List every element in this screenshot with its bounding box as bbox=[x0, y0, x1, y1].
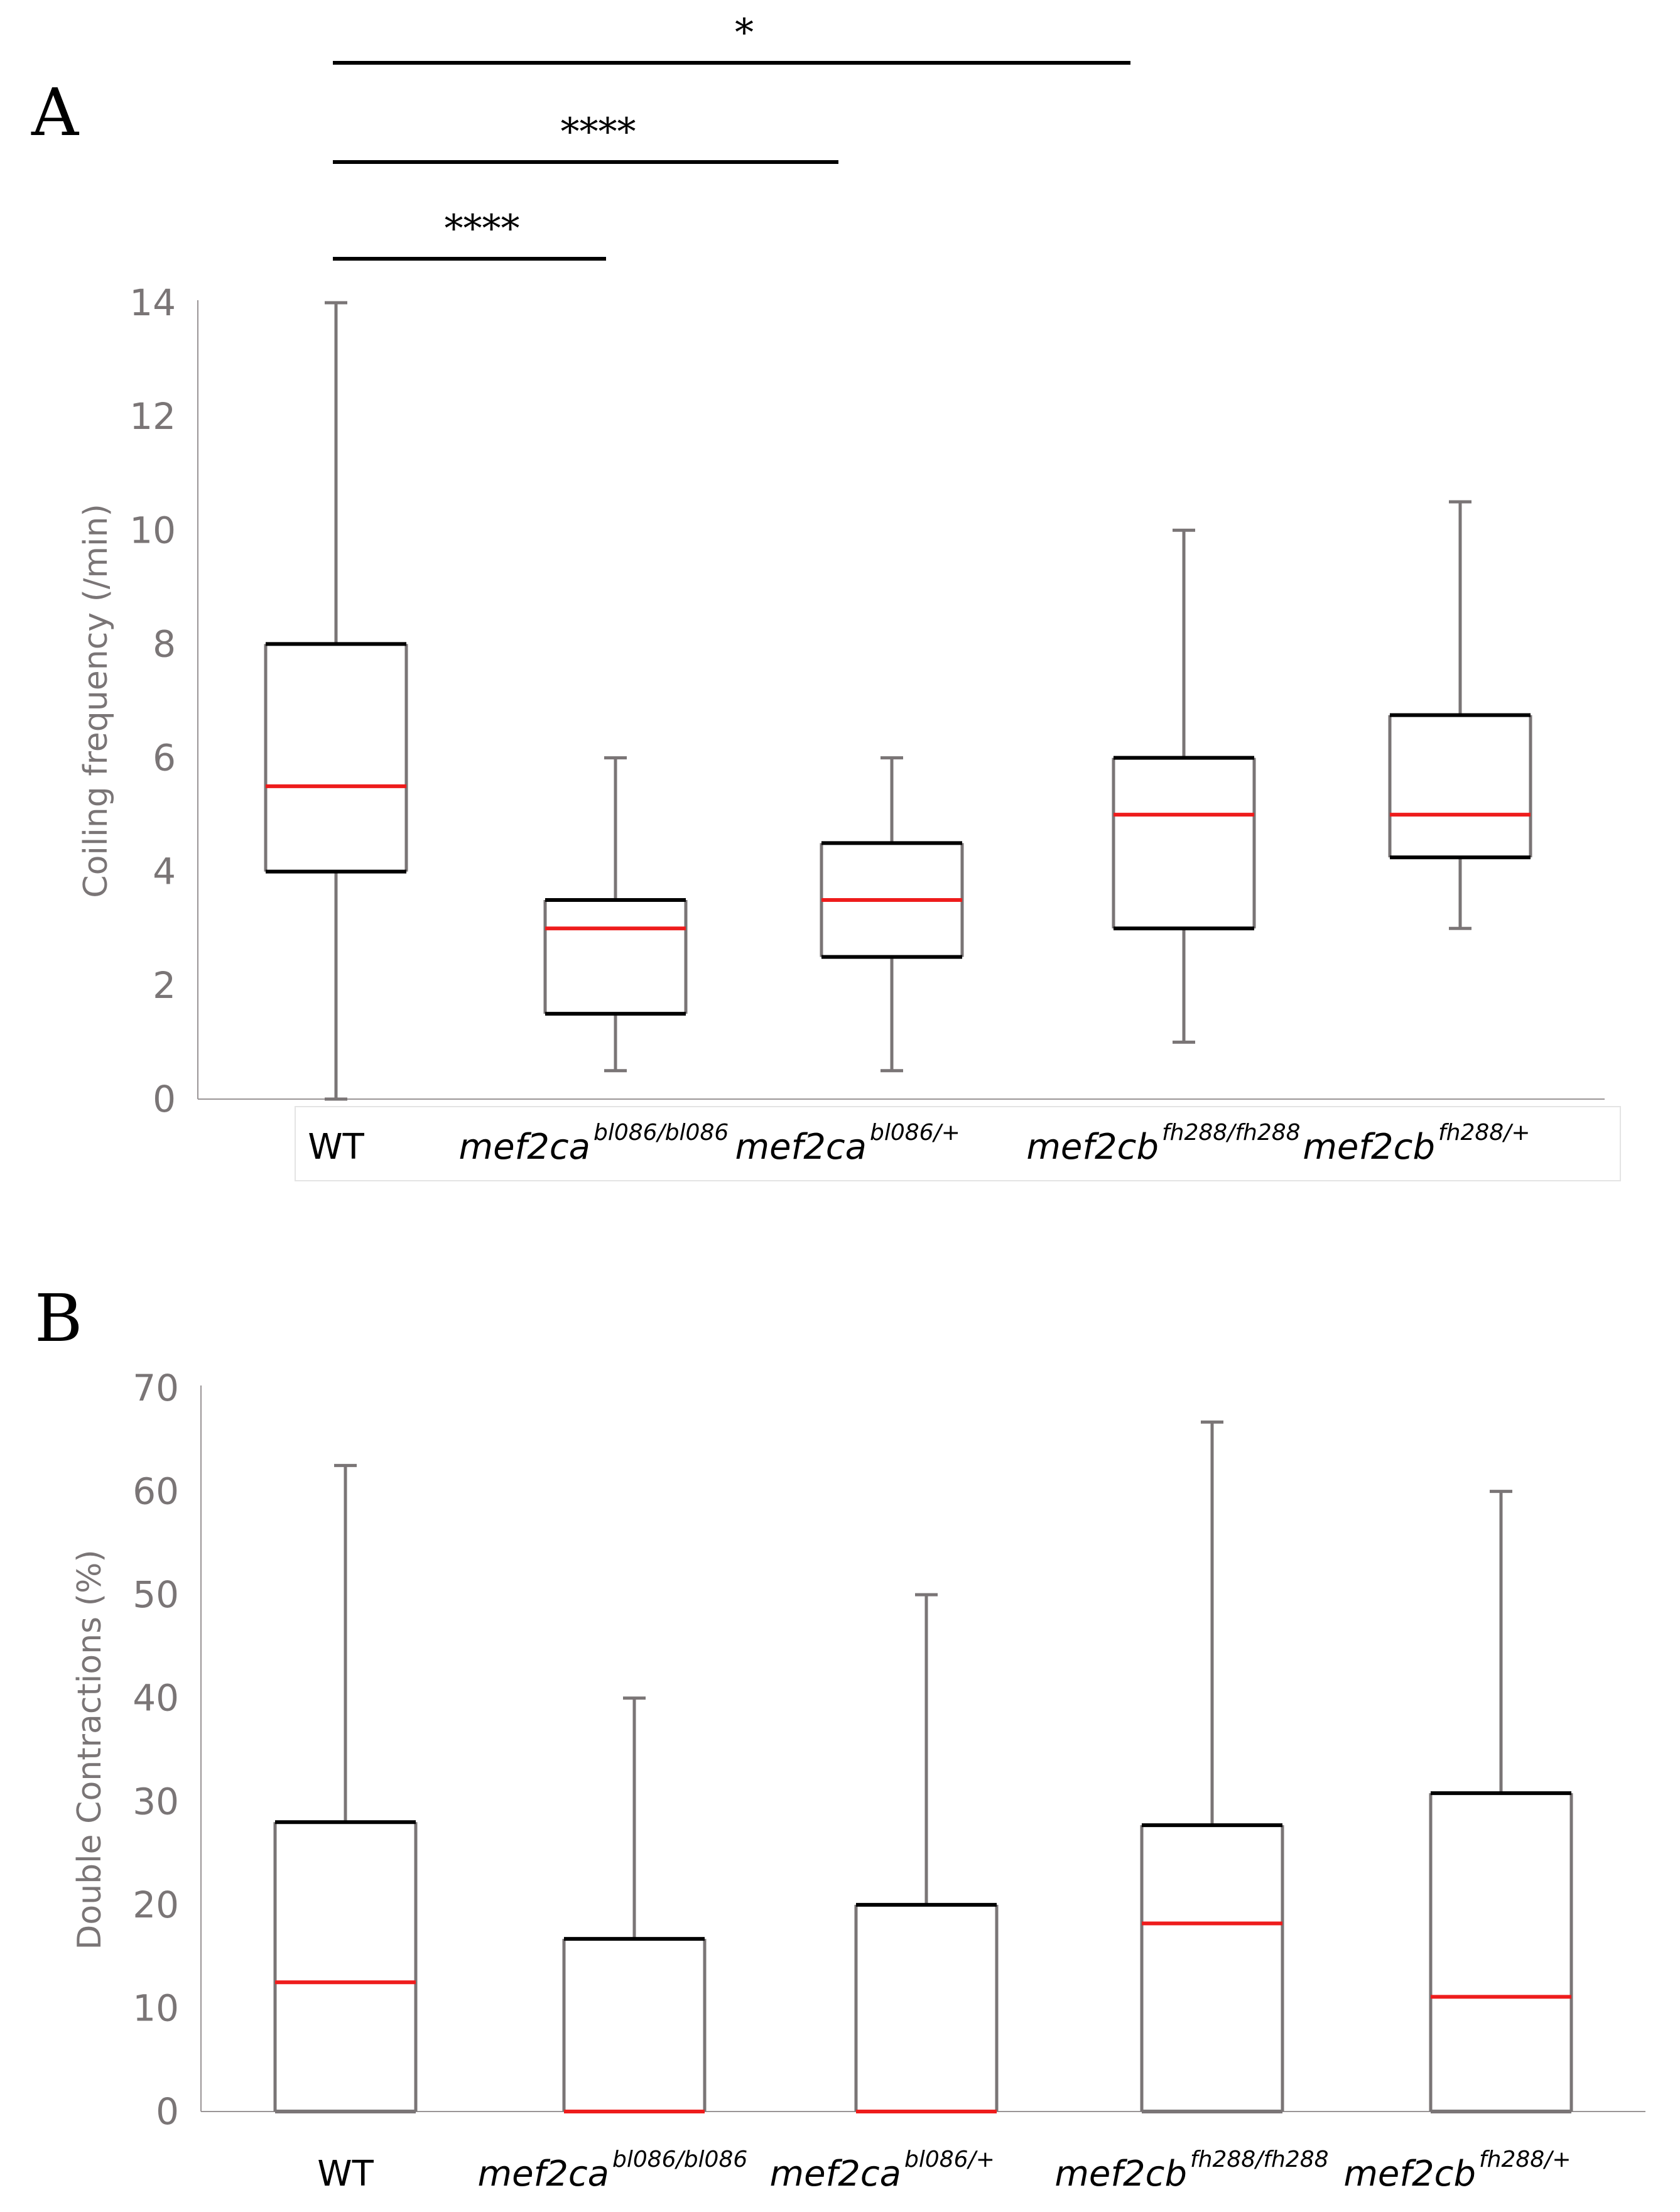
category-label: mef2cb bbox=[1343, 2154, 1476, 2194]
panel-a-letter: A bbox=[31, 74, 80, 151]
chart-panel-a: 0 2 4 6 8 10 12 14 Coiling frequency (/min) WT mef… bbox=[77, 11, 1620, 1181]
category-label: mef2ca bbox=[459, 1127, 590, 1168]
y-tick-label: 6 bbox=[153, 737, 176, 779]
category-label-superscript: fh288/fh288 bbox=[1190, 2147, 1329, 2172]
y-axis-title: Coiling frequency (/min) bbox=[77, 504, 115, 897]
y-tick-label: 70 bbox=[133, 1367, 179, 1409]
category-label: WT bbox=[308, 1127, 364, 1168]
category-label-base: mef2ca bbox=[478, 2154, 609, 2194]
chart-panel-b: 0 10 20 30 40 50 60 70 Double Contractions (%) WT… bbox=[71, 1367, 1645, 2194]
category-label: mef2cb bbox=[1303, 1127, 1435, 1168]
box-3 bbox=[1114, 530, 1254, 1042]
box-2 bbox=[856, 1595, 997, 2112]
box-1 bbox=[545, 758, 686, 1071]
y-tick-label: 8 bbox=[153, 622, 176, 665]
y-tick-label: 0 bbox=[156, 2090, 179, 2133]
box-0 bbox=[266, 303, 406, 1099]
category-label-base: mef2cb bbox=[1343, 2154, 1476, 2194]
figure: A B 0 2 4 6 8 10 12 14 Coiling frequency (/min) W… bbox=[0, 0, 1680, 2212]
category-label-superscript: fh288/fh288 bbox=[1162, 1120, 1301, 1146]
y-tick-label: 20 bbox=[133, 1884, 179, 1926]
y-tick-label: 50 bbox=[133, 1573, 179, 1616]
category-label-superscript: fh288/+ bbox=[1479, 2147, 1571, 2172]
significance-label: **** bbox=[561, 110, 636, 154]
box-2 bbox=[821, 758, 962, 1071]
box-1 bbox=[564, 1698, 705, 2112]
y-tick-label: 10 bbox=[129, 509, 176, 551]
box-0 bbox=[275, 1465, 416, 2112]
y-tick-label: 30 bbox=[133, 1780, 179, 1823]
category-label: mef2ca bbox=[478, 2154, 609, 2194]
y-tick-label: 10 bbox=[133, 1987, 179, 2029]
box-3 bbox=[1142, 1422, 1282, 2112]
box-4 bbox=[1390, 502, 1531, 928]
y-axis-title: Double Contractions (%) bbox=[71, 1549, 109, 1949]
category-label-superscript: bl086/bl086 bbox=[593, 1120, 729, 1146]
y-tick-label: 60 bbox=[133, 1470, 179, 1513]
category-label-base: mef2cb bbox=[1054, 2154, 1187, 2194]
panel-b-letter: B bbox=[35, 1280, 82, 1357]
category-label: mef2ca bbox=[770, 2154, 901, 2194]
category-label-superscript: bl086/+ bbox=[870, 1120, 960, 1146]
y-tick-label: 14 bbox=[129, 281, 176, 324]
category-label-base: mef2cb bbox=[1303, 1127, 1435, 1168]
y-tick-label: 0 bbox=[153, 1078, 176, 1120]
category-label-superscript: bl086/bl086 bbox=[612, 2147, 747, 2172]
category-label: mef2cb bbox=[1054, 2154, 1187, 2194]
category-label-base: mef2cb bbox=[1026, 1127, 1159, 1168]
category-label-superscript: fh288/+ bbox=[1438, 1120, 1531, 1146]
category-label: mef2cb bbox=[1026, 1127, 1159, 1168]
category-label-superscript: bl086/+ bbox=[904, 2147, 995, 2172]
significance-label: * bbox=[735, 11, 754, 55]
category-label-base: mef2ca bbox=[735, 1127, 867, 1168]
y-tick-label: 4 bbox=[153, 850, 176, 893]
category-label-base: mef2ca bbox=[459, 1127, 590, 1168]
y-tick-label: 40 bbox=[133, 1677, 179, 1720]
category-label: WT bbox=[317, 2154, 374, 2194]
category-label: mef2ca bbox=[735, 1127, 867, 1168]
y-tick-label: 2 bbox=[153, 964, 176, 1007]
box-4 bbox=[1431, 1492, 1571, 2112]
category-label-base: mef2ca bbox=[770, 2154, 901, 2194]
significance-label: **** bbox=[445, 207, 520, 251]
y-tick-label: 12 bbox=[129, 395, 176, 438]
